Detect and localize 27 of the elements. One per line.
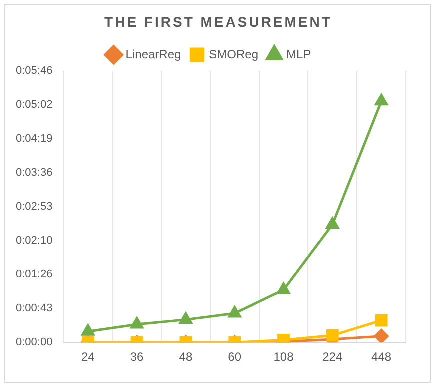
x-tick-label: 108 xyxy=(274,350,294,364)
y-tick-label: 0:04:19 xyxy=(16,132,53,145)
legend-label: LinearReg xyxy=(126,47,182,62)
point xyxy=(277,282,290,294)
y-tick-label: 0:05:46 xyxy=(16,65,53,78)
x-tick-label: 60 xyxy=(228,350,242,364)
point xyxy=(228,306,242,318)
y-tick-label: 0:02:53 xyxy=(16,200,53,213)
y-tick-label: 0:01:26 xyxy=(16,268,53,281)
y-tick-label: 0:00:43 xyxy=(16,302,53,315)
point xyxy=(375,94,388,106)
point xyxy=(326,217,340,229)
chart-title: THE FIRST MEASUREMENT xyxy=(104,14,334,30)
x-tick-label: 24 xyxy=(81,350,96,364)
x-tick-label: 48 xyxy=(179,350,193,364)
y-tick-label: 0:03:36 xyxy=(16,166,53,179)
point xyxy=(82,324,95,336)
point xyxy=(130,317,144,329)
legend-label: MLP xyxy=(286,47,312,62)
y-tick-label: 0:02:10 xyxy=(16,234,53,247)
point xyxy=(180,312,192,324)
x-tick-label: 448 xyxy=(372,350,392,364)
x-tick-label: 36 xyxy=(130,350,144,364)
y-tick-label: 0:05:02 xyxy=(16,98,53,111)
legend-label: SMOReg xyxy=(209,47,259,62)
x-tick-label: 224 xyxy=(322,350,343,364)
y-tick-label: 0:00:00 xyxy=(16,336,53,349)
